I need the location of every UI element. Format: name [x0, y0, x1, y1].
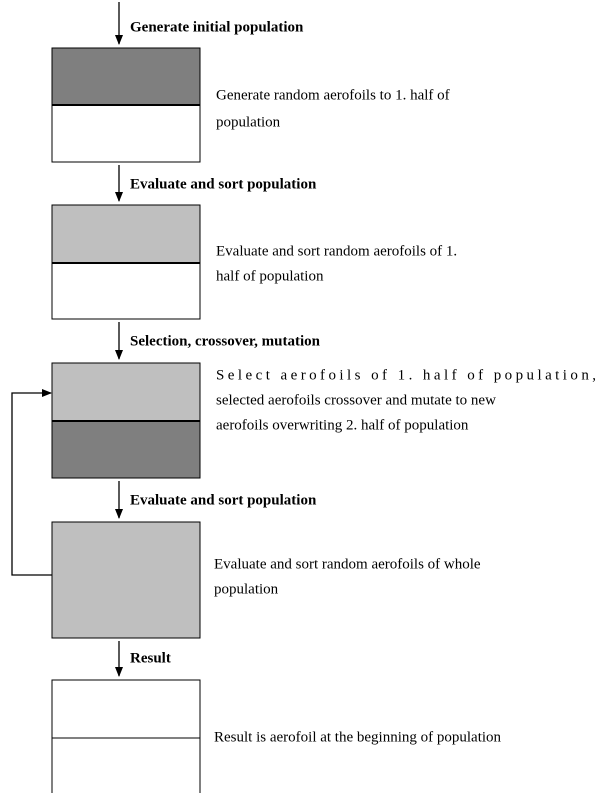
- description: Evaluate and sort random aerofoils of wh…: [214, 556, 481, 572]
- description: Select aerofoils of 1. half of populatio…: [216, 367, 596, 383]
- population-half: [51, 104, 201, 163]
- population-half: [51, 420, 201, 479]
- description: population: [214, 581, 279, 597]
- population-half: [51, 47, 201, 106]
- step-label: Selection, crossover, mutation: [130, 333, 321, 349]
- description: Generate random aerofoils to 1. half of: [216, 87, 450, 103]
- description: Evaluate and sort random aerofoils of 1.: [216, 243, 457, 259]
- population-half: [51, 204, 201, 264]
- description: population: [216, 114, 281, 130]
- population-half: [51, 262, 201, 320]
- step-label: Evaluate and sort population: [130, 176, 317, 192]
- population: [51, 521, 201, 639]
- step-label: Generate initial population: [130, 19, 304, 35]
- population-half: [51, 362, 201, 422]
- description: half of population: [216, 268, 324, 284]
- step-label: Result: [130, 650, 171, 666]
- description: Result is aerofoil at the beginning of p…: [214, 729, 502, 745]
- population: [51, 679, 201, 793]
- description: selected aerofoils crossover and mutate …: [216, 392, 496, 408]
- description: aerofoils overwriting 2. half of populat…: [216, 417, 469, 433]
- feedback-arrow: [11, 389, 52, 576]
- step-label: Evaluate and sort population: [130, 492, 317, 508]
